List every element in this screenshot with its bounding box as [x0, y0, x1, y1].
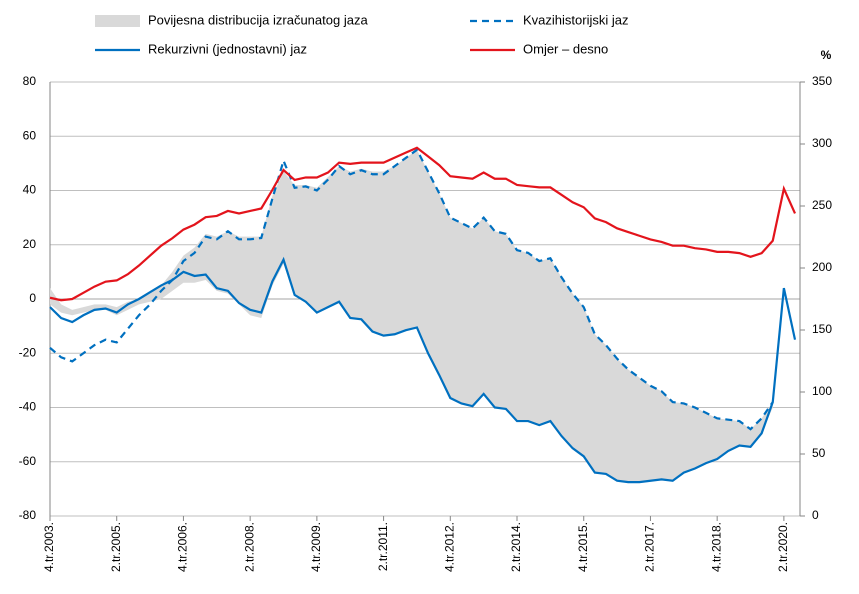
y-tick-label: -60 — [19, 454, 37, 468]
x-tick-label: 4.tr.2018. — [709, 522, 723, 572]
x-tick-label: 2.tr.2020. — [776, 522, 790, 572]
y2-tick-label: 50 — [812, 446, 826, 460]
y-tick-label: 60 — [23, 128, 37, 142]
x-tick-label: 4.tr.2009. — [309, 522, 323, 572]
series-line — [49, 256, 797, 484]
y-tick-label: -80 — [19, 508, 37, 522]
series-line — [49, 146, 797, 302]
y-tick-label: 40 — [23, 183, 37, 197]
y2-tick-label: 0 — [812, 508, 819, 522]
x-tick-label: 2.tr.2017. — [643, 522, 657, 572]
legend-label: Omjer – desno — [523, 41, 608, 56]
y-tick-label: -40 — [19, 400, 37, 414]
x-tick-label: 4.tr.2015. — [576, 522, 590, 572]
x-tick-label: 2.tr.2005. — [109, 522, 123, 572]
y2-tick-label: 300 — [812, 136, 832, 150]
y-tick-label: 20 — [23, 237, 37, 251]
x-tick-label: 2.tr.2011. — [376, 522, 390, 571]
y2-tick-label: 200 — [812, 260, 832, 274]
legend-swatch — [95, 15, 140, 27]
band-area — [50, 149, 773, 483]
y2-tick-label: 350 — [812, 74, 832, 88]
y-tick-label: 0 — [29, 291, 36, 305]
x-tick-label: 2.tr.2014. — [509, 522, 523, 572]
x-tick-label: 4.tr.2003. — [42, 522, 56, 572]
legend-label: Povijesna distribucija izračunatog jaza — [148, 12, 368, 27]
y-tick-label: 80 — [23, 74, 37, 88]
y2-tick-label: 250 — [812, 198, 832, 212]
x-tick-label: 2.tr.2008. — [242, 522, 256, 572]
y2-tick-label: 100 — [812, 384, 832, 398]
x-tick-label: 4.tr.2012. — [442, 522, 456, 572]
y-tick-label: -20 — [19, 345, 37, 359]
legend-label: Kvazihistorijski jaz — [523, 12, 628, 27]
x-tick-label: 4.tr.2006. — [176, 522, 190, 572]
y2-unit: % — [821, 48, 832, 62]
legend-label: Rekurzivni (jednostavni) jaz — [148, 41, 307, 56]
y2-tick-label: 150 — [812, 322, 832, 336]
